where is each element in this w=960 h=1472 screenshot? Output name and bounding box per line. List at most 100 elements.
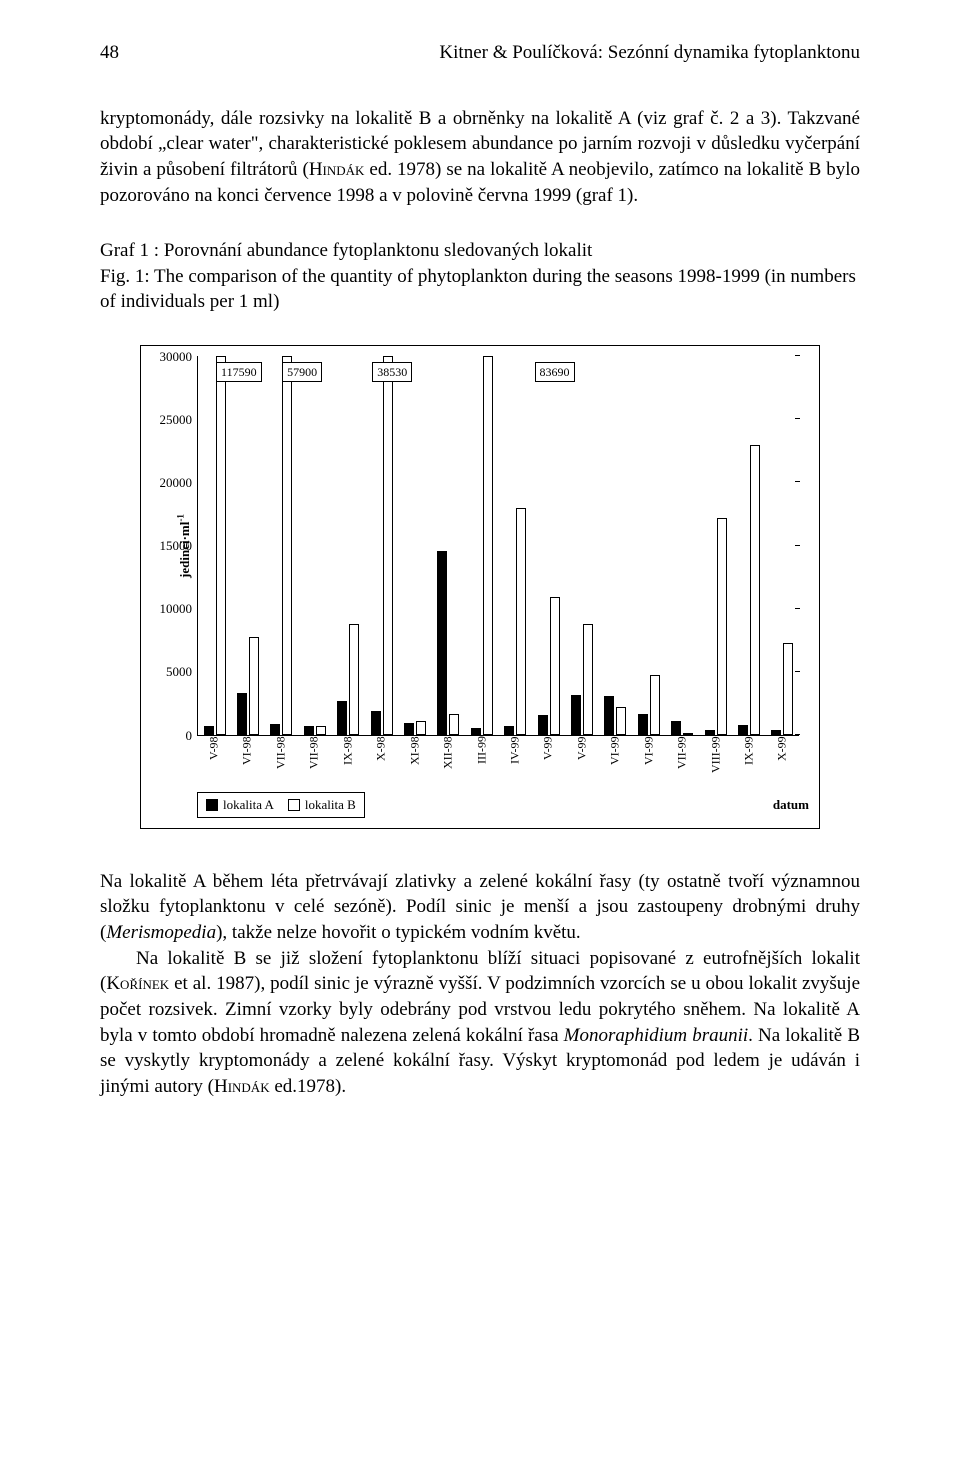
bar-group [632,356,665,735]
body-2d: ed.1978). [270,1076,347,1097]
bars-row: 117590579003853083690 [198,356,799,735]
plot-area: jedinci·ml-1 117590579003853083690 05000… [197,356,799,736]
bar-series-b [216,356,226,735]
bar-series-b [750,445,760,736]
x-tick-label: VII-98 [297,736,330,782]
bar-series-a [571,695,581,735]
bar-series-a [538,715,548,735]
x-tick-label: V-99 [565,736,598,782]
bar-group [265,356,298,735]
caption-en: Fig. 1: The comparison of the quantity o… [100,264,860,315]
author-hindak-2: Hindák [214,1076,270,1097]
bar-series-b [783,643,793,735]
bar-group [298,356,331,735]
bar-group [332,356,365,735]
bar-group [766,356,799,735]
author-hindak-1: Hindák [309,159,365,180]
x-tick-label: IV-99 [498,736,531,782]
bar-series-a [437,551,447,735]
y-tick-label: 5000 [166,663,198,681]
bar-series-a [471,728,481,736]
bar-series-a [504,726,514,735]
bar-series-a [638,714,648,735]
overflow-value-label: 57900 [282,362,322,382]
bar-series-a [204,726,214,735]
bar-series-a [705,730,715,735]
body-text-block: Na lokalitě A během léta přetrvávají zla… [100,869,860,1100]
bar-group [231,356,264,735]
x-axis-labels: V-98VI-98VII-98VII-98IX-98X-98XI-98XII-9… [197,736,799,782]
x-tick-label: XI-98 [398,736,431,782]
legend-b-label: lokalita B [305,796,356,814]
bar-series-a [304,726,314,735]
caption-cs: Graf 1 : Porovnání abundance fytoplankto… [100,238,860,264]
legend-row: lokalita A lokalita B datum [197,792,809,818]
bar-group [532,356,565,735]
bar-series-b [282,356,292,735]
bar-series-b [483,356,493,735]
bar-group [565,356,598,735]
bar-group [699,356,732,735]
swatch-filled-icon [206,799,218,811]
running-title: Kitner & Poulíčková: Sezónní dynamika fy… [439,40,860,66]
bar-series-b [349,624,359,735]
bar-series-a [270,724,280,735]
x-tick-label: V-98 [197,736,230,782]
x-tick-label: III-99 [465,736,498,782]
x-tick-label: XII-98 [431,736,464,782]
x-tick-label: VIII-99 [699,736,732,782]
x-tick-label: IX-98 [331,736,364,782]
legend-item-b: lokalita B [288,796,356,814]
bar-series-a [337,701,347,735]
bar-series-a [771,730,781,735]
y-axis-label-sup: -1 [176,514,186,522]
bar-group [665,356,698,735]
body-1b: ), takže nelze hovořit o typickém vodním… [216,922,581,943]
bar-group [398,356,431,735]
bar-group [198,356,231,735]
bar-series-b [416,721,426,735]
bar-group [365,356,398,735]
x-tick-label: VI-99 [632,736,665,782]
bar-series-a [404,723,414,736]
bar-series-b [316,726,326,735]
bar-series-b [383,356,393,735]
bar-group [432,356,465,735]
x-tick-label: IX-99 [732,736,765,782]
y-tick-label: 20000 [160,474,199,492]
x-tick-label: VI-99 [598,736,631,782]
x-tick-label: VII-98 [264,736,297,782]
swatch-hollow-icon [288,799,300,811]
author-korinek: Kořínek [106,973,169,994]
bar-group [499,356,532,735]
bar-series-b [516,508,526,735]
page-header: 48 Kitner & Poulíčková: Sezónní dynamika… [100,40,860,66]
bar-series-a [671,721,681,735]
intro-paragraph: kryptomonády, dále rozsivky na lokalitě … [100,106,860,209]
y-tick-label: 25000 [160,411,199,429]
chart-container: jedinci·ml-1 117590579003853083690 05000… [140,345,820,829]
overflow-value-label: 38530 [372,362,412,382]
y-tick-label: 10000 [160,600,199,618]
bar-group [732,356,765,735]
bar-series-b [650,675,660,736]
x-tick-label: V-99 [531,736,564,782]
body-paragraph-2: Na lokalitě B se již složení fytoplankto… [100,946,860,1100]
body-paragraph-1: Na lokalitě A během léta přetrvávají zla… [100,869,860,946]
body-2-ital: Monoraphidium braunii [564,1025,749,1046]
bar-group [599,356,632,735]
page-number: 48 [100,40,119,66]
bar-group [465,356,498,735]
bar-series-b [550,597,560,735]
bar-series-b [683,733,693,735]
bar-series-a [371,711,381,735]
x-tick-label: X-98 [364,736,397,782]
overflow-value-label: 117590 [216,362,262,382]
x-tick-label: VII-99 [665,736,698,782]
bar-series-a [237,693,247,735]
figure-caption-block: Graf 1 : Porovnání abundance fytoplankto… [100,238,860,315]
x-tick-label: X-99 [765,736,798,782]
chart-frame: jedinci·ml-1 117590579003853083690 05000… [140,345,820,829]
legend-box: lokalita A lokalita B [197,792,365,818]
bar-series-b [616,707,626,735]
